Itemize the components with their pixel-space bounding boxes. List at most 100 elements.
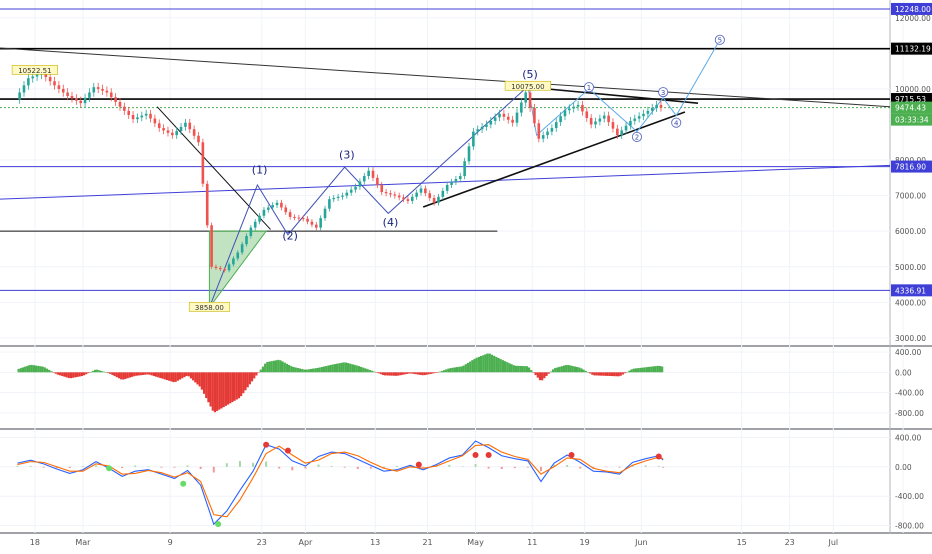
oscillator-2-layer: [16, 440, 665, 528]
oscillator-1-bar: [98, 370, 101, 373]
price-candle-body: [620, 130, 623, 136]
price-candle-body: [432, 197, 436, 203]
price-candle-body: [463, 161, 466, 177]
oscillator-1-bar: [63, 372, 66, 377]
triangle-trendline: [156, 106, 271, 230]
price-candle-body: [341, 195, 344, 197]
oscillator-1-bar: [192, 372, 195, 381]
price-candle-body: [249, 227, 253, 236]
price-candle-body: [572, 106, 576, 109]
oscillator-1-bar: [329, 364, 332, 373]
oscillator-2-histogram-bar: [265, 461, 268, 467]
price-candle-body: [157, 123, 161, 129]
price-candle-body: [188, 122, 192, 130]
price-candle-body: [629, 120, 632, 126]
oscillator-1-bar: [586, 372, 590, 373]
price-level-label-4: 7816.90: [895, 163, 926, 172]
oscillator-1-bar: [469, 361, 472, 373]
price-level-label-1: 11132.19: [895, 45, 931, 54]
oscillator-2-histogram-bar: [147, 466, 150, 467]
price-candle-body: [70, 96, 74, 99]
price-level-label-0: 12248.00: [895, 5, 931, 14]
oscillator-1-bar: [176, 372, 179, 381]
oscillator-1-bar: [562, 365, 566, 373]
price-candle-body: [184, 122, 187, 127]
oscillator-2-line-1: [17, 444, 664, 518]
price-candle-body: [232, 258, 235, 265]
price-note-label-0: 10522.51: [18, 67, 51, 75]
oscillator-1-bar: [157, 372, 160, 378]
oscillator-1-bar: [322, 366, 326, 373]
wave-circle-8: [671, 117, 682, 128]
oscillator-1-bar: [541, 372, 544, 381]
price-candle-body: [44, 72, 48, 78]
wave-label-5: 1: [587, 84, 591, 92]
price-candle-body: [402, 197, 405, 200]
oscillator-1-bar: [277, 359, 280, 373]
oscillator-1-bar: [427, 372, 430, 375]
oscillator-1-bar: [150, 372, 153, 376]
oscillator-1-bar: [554, 367, 557, 373]
oscillator-1-bar: [74, 372, 77, 378]
oscillator-1-bar: [69, 372, 73, 379]
oscillator-2-line-0: [17, 440, 664, 526]
price-candle-body: [354, 186, 357, 190]
price-candle-body: [35, 74, 39, 77]
oscillator-1-bar: [573, 366, 576, 373]
price-level-label-5: 4336.91: [895, 286, 926, 295]
oscillator-1-bar: [621, 372, 624, 375]
oscillator-1-bar: [619, 372, 622, 376]
oscillator-1-bar: [386, 372, 389, 376]
oscillator-1-bar: [170, 372, 173, 382]
oscillator-1-bar: [229, 372, 232, 404]
price-candle-body: [22, 85, 26, 93]
oscillator-1-bar: [159, 372, 162, 379]
wave-label-0: (1): [252, 164, 268, 177]
oscillator-1-bar: [532, 372, 535, 373]
oscillator-1-bar: [28, 365, 31, 373]
oscillator-2-histogram-bar: [662, 466, 665, 468]
oscillator-1-bar: [314, 368, 317, 373]
price-level-label-2: 9715.53: [895, 95, 926, 104]
price-candle-body: [659, 104, 663, 108]
oscillator-1-bar: [154, 372, 158, 377]
price-candle-body: [550, 128, 554, 132]
oscillator-1-bar: [32, 365, 36, 373]
oscillator-1-bar: [24, 366, 27, 373]
oscillator-1-bar: [661, 366, 664, 373]
oscillator-1-bar: [187, 372, 190, 377]
rising-channel-line: [0, 164, 891, 200]
price-candle-body: [524, 92, 528, 103]
oscillator-1-bar: [423, 372, 426, 376]
price-candle-body: [376, 177, 379, 185]
oscillator-2-histogram-bar: [68, 466, 71, 469]
oscillator-1-bar: [309, 368, 313, 373]
oscillator-1-bar: [233, 372, 236, 401]
price-candle-body: [541, 135, 545, 139]
oscillator-1-bar: [510, 364, 513, 373]
oscillator-1-bar: [643, 367, 646, 373]
oscillator-2-marker-0: [106, 465, 113, 472]
price-candle-body: [179, 126, 183, 132]
oscillator-1-bar: [429, 372, 433, 374]
price-candle-body: [585, 111, 589, 118]
price-candle-body: [267, 207, 270, 210]
oscillator-1-bar: [582, 369, 585, 373]
oscillator-1-bar: [272, 360, 275, 373]
osc1-tick-label-3: -800.00: [895, 409, 924, 418]
price-candle-body: [598, 118, 602, 122]
price-candle-body: [489, 120, 493, 125]
osc1-tick-label-2: -400.00: [895, 389, 924, 398]
oscillator-1-bar: [207, 372, 210, 403]
price-candle-body: [485, 124, 488, 127]
oscillator-1-bar: [658, 365, 662, 373]
oscillator-1-bar: [368, 369, 371, 373]
price-candle-body: [594, 121, 597, 125]
oscillator-1-bar: [242, 372, 245, 394]
price-candle-body: [323, 208, 327, 219]
price-candle-body: [27, 78, 30, 86]
oscillator-1-bar: [410, 372, 413, 374]
oscillator-1-bar: [632, 368, 635, 373]
oscillator-1-bar: [556, 367, 559, 373]
price-candle-body: [345, 192, 349, 196]
